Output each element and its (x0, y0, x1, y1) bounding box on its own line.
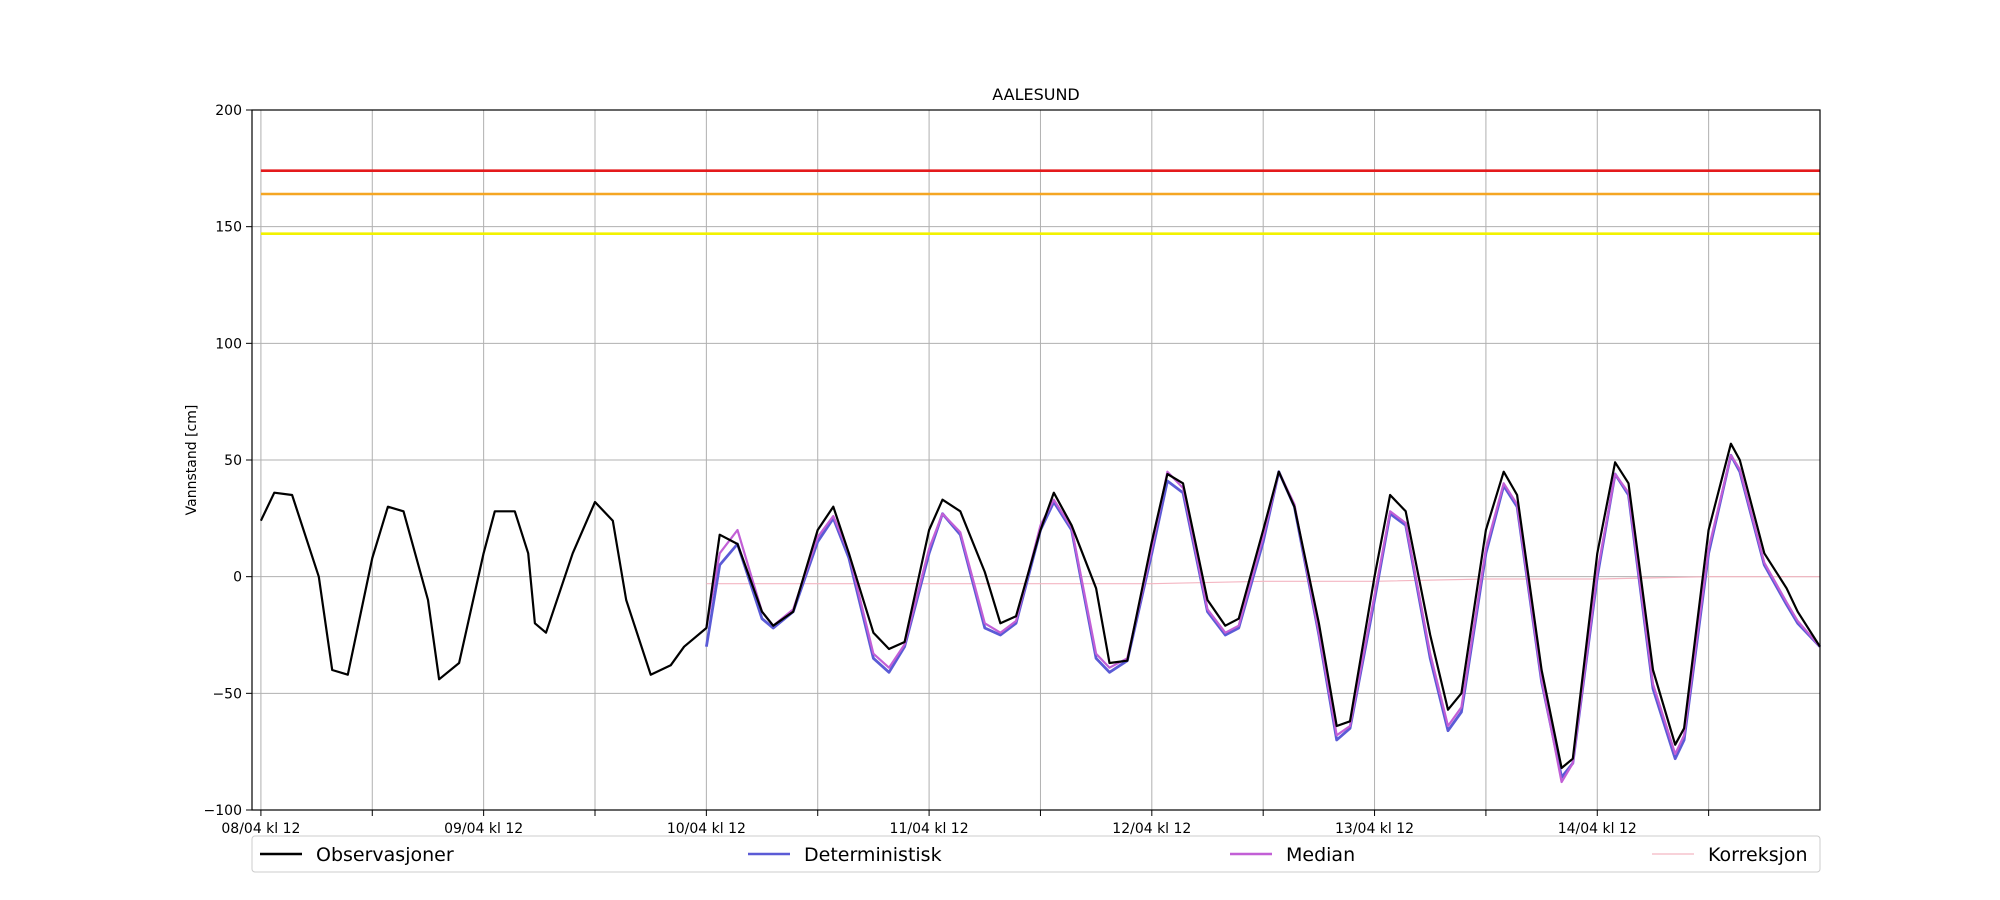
x-tick-label: 10/04 kl 12 (667, 821, 746, 837)
chart-title: AALESUND (992, 85, 1080, 104)
x-tick-label: 09/04 kl 12 (444, 821, 523, 837)
y-tick-label: −50 (212, 686, 242, 702)
y-tick-label: 0 (233, 570, 242, 586)
y-tick-label: −100 (204, 803, 242, 819)
legend-label: Deterministisk (804, 844, 942, 866)
threshold-layer (260, 169, 1820, 235)
legend-label: Observasjoner (316, 844, 454, 866)
y-tick-label: 200 (215, 103, 242, 119)
y-tick-label: 100 (215, 336, 242, 352)
legend-label: Korreksjon (1708, 844, 1808, 866)
x-tick-label: 12/04 kl 12 (1112, 821, 1191, 837)
series-line-observasjoner (259, 442, 1821, 770)
y-tick-label: 50 (224, 453, 242, 469)
legend-box (251, 835, 1821, 873)
y-axis-label: Vannstand [cm] (184, 405, 200, 516)
legend: Observasjoner Deterministisk Median Korreks… (251, 835, 1821, 873)
legend-label: Median (1286, 844, 1355, 866)
x-tick-label: 11/04 kl 12 (890, 821, 969, 837)
grid-layer (252, 109, 1820, 811)
tick-layer: 08/04 kl 12 09/04 kl 12 10/04 kl 12 11/04 k… (204, 103, 1710, 837)
series-line-korreksjon (706, 576, 1820, 585)
x-tick-label: 08/04 kl 12 (221, 821, 300, 837)
x-tick-label: 14/04 kl 12 (1558, 821, 1637, 837)
series-line-median (705, 454, 1821, 784)
series-layer (259, 442, 1822, 784)
y-tick-label: 150 (215, 220, 242, 236)
x-tick-label: 13/04 kl 12 (1335, 821, 1414, 837)
